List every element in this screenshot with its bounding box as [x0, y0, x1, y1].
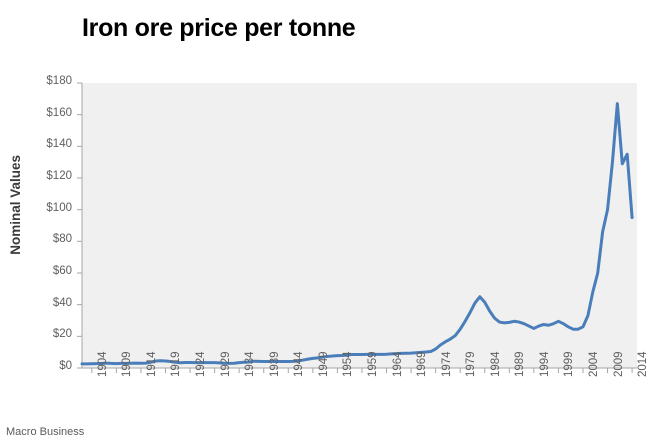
x-tick-label: 1939 — [268, 351, 281, 377]
x-tick-label: 1979 — [465, 351, 478, 377]
x-tick-label: 1969 — [416, 351, 429, 377]
x-tick-label: 1964 — [391, 351, 404, 377]
x-tick-label: 1904 — [96, 351, 109, 377]
y-tick-label: $180 — [46, 75, 72, 87]
y-tick-label: $160 — [46, 106, 72, 119]
y-tick-label: $120 — [46, 170, 72, 182]
x-tick-label: 1954 — [342, 351, 355, 377]
x-tick-label: 2014 — [637, 351, 650, 377]
y-tick-label: $40 — [52, 296, 72, 309]
x-tick-label: 1994 — [538, 351, 551, 377]
x-tick-label: 2009 — [612, 351, 625, 377]
y-tick-label: $0 — [59, 360, 72, 372]
y-tick-label: $60 — [52, 265, 72, 277]
x-tick-label: 1974 — [440, 351, 453, 377]
x-tick-label: 1984 — [489, 351, 502, 377]
y-axis-tick-marks — [77, 82, 82, 369]
plot-background — [82, 83, 637, 368]
y-tick-label: $100 — [46, 201, 72, 214]
price-series-line — [80, 102, 634, 366]
x-tick-label: 1914 — [145, 351, 158, 377]
x-axis-tick-marks — [91, 368, 633, 373]
x-tick-label: 1959 — [366, 351, 379, 377]
x-tick-label: 1944 — [293, 351, 306, 377]
x-tick-label: 1934 — [244, 351, 257, 377]
x-tick-label: 1929 — [219, 351, 232, 377]
y-tick-label: $140 — [46, 138, 72, 151]
x-tick-label: 1919 — [170, 351, 183, 377]
source-note: Macro Business — [6, 426, 85, 438]
x-tick-label: 1989 — [514, 351, 527, 377]
x-tick-label: 1949 — [317, 351, 330, 377]
x-tick-label: 1999 — [563, 351, 576, 377]
x-tick-label: 1924 — [195, 351, 208, 377]
chart-title: Iron ore price per tonne — [82, 14, 356, 42]
y-tick-label: $20 — [52, 328, 72, 341]
y-tick-label: $80 — [52, 233, 72, 246]
x-tick-label: 1909 — [121, 351, 134, 377]
x-tick-label: 2004 — [587, 351, 600, 377]
